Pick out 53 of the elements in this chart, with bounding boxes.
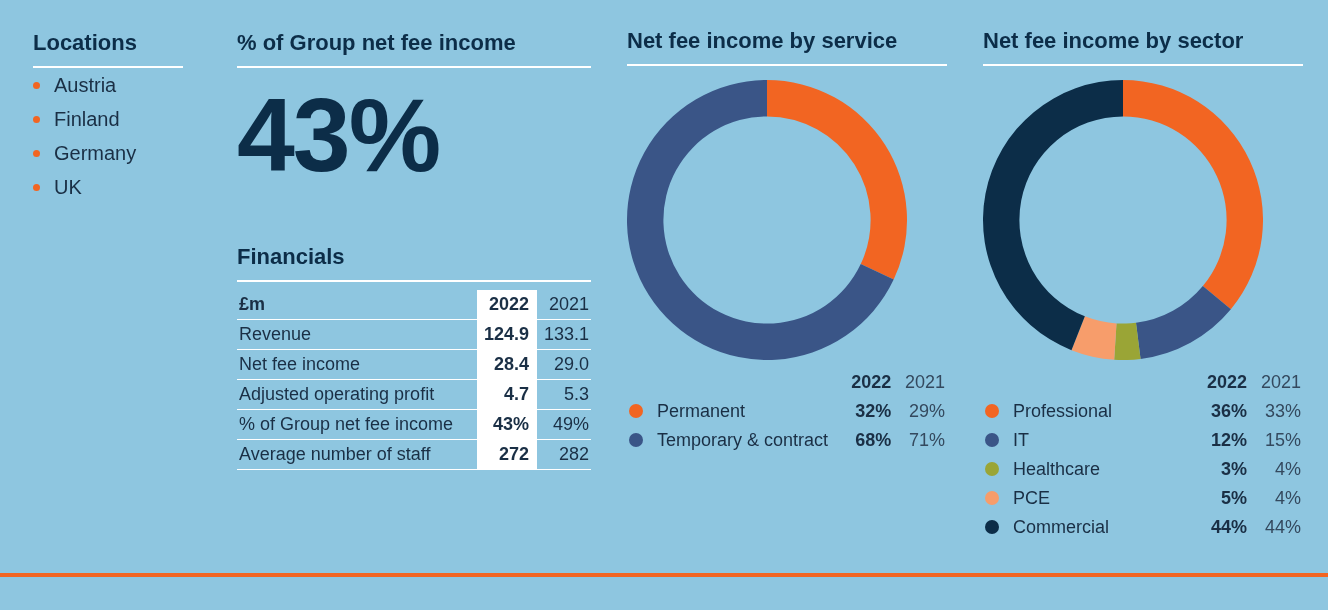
text: Germany <box>54 141 137 166</box>
text: Finland <box>54 107 120 132</box>
text: 43% <box>476 409 538 440</box>
legend-label: Permanent <box>657 401 746 421</box>
data-label: 12% <box>1209 429 1248 452</box>
data-label: 32% <box>854 400 893 423</box>
text: 71% <box>907 429 946 452</box>
text: Average number of staff <box>237 439 477 470</box>
text: 2022 <box>1205 371 1248 394</box>
text: 133.1 <box>537 319 591 350</box>
text: 29.0 <box>537 349 591 380</box>
legend-label: IT <box>1013 430 1029 450</box>
text: Austria <box>54 73 117 98</box>
text: 28.4 <box>476 349 538 380</box>
text: 4% <box>1274 458 1302 481</box>
text: % of Group net fee income <box>237 22 591 68</box>
text: 49% <box>537 409 591 440</box>
text: Financials <box>237 236 591 282</box>
text: 124.9 <box>476 319 538 350</box>
text: 4% <box>1274 487 1302 510</box>
text: 2021 <box>1259 371 1302 394</box>
text: Revenue <box>237 319 477 350</box>
chart-title: Net fee income by sector <box>983 20 1303 66</box>
data-label: 5% <box>1220 487 1248 510</box>
text: 272 <box>476 439 538 470</box>
text: 44% <box>1263 516 1302 539</box>
text: 15% <box>1263 429 1302 452</box>
legend-label: Commercial <box>1013 517 1110 537</box>
legend-label: Temporary & contract <box>657 430 829 450</box>
text: 2021 <box>903 371 946 394</box>
text: 4.7 <box>476 379 538 410</box>
text: 2022 <box>850 371 893 394</box>
text: UK <box>54 175 82 200</box>
text: 33% <box>1263 400 1302 423</box>
text: % of Group net fee income <box>237 409 477 440</box>
chart-title: Net fee income by service <box>627 20 947 66</box>
text: 2021 <box>537 290 591 320</box>
text: 5.3 <box>537 379 591 410</box>
text: 43% <box>237 76 441 195</box>
text: Adjusted operating profit <box>237 379 477 410</box>
text: Net fee income <box>237 349 477 380</box>
text: 2022 <box>476 290 538 320</box>
data-label: 3% <box>1220 458 1248 481</box>
legend-label: PCE <box>1013 488 1051 508</box>
data-label: 44% <box>1209 516 1248 539</box>
data-label: 68% <box>854 429 893 452</box>
data-label: 36% <box>1209 400 1248 423</box>
text: 29% <box>907 400 946 423</box>
legend-label: Healthcare <box>1013 459 1101 479</box>
text: 282 <box>537 439 591 470</box>
legend-label: Professional <box>1013 401 1113 421</box>
text: £m <box>237 290 477 320</box>
text: Locations <box>33 22 183 68</box>
